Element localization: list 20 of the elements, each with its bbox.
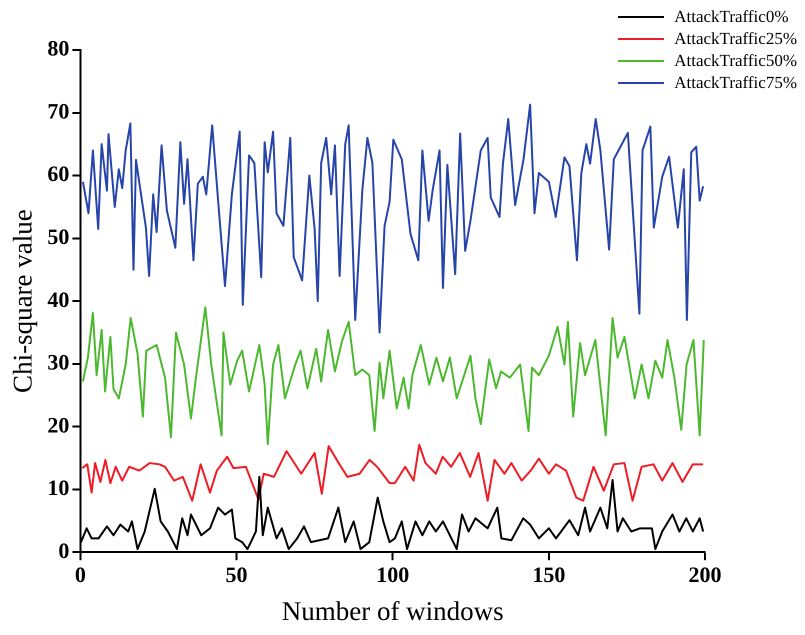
- legend-label: AttackTraffic50%: [674, 51, 797, 71]
- y-axis-title: Chi-square value: [7, 209, 38, 393]
- legend-label: AttackTraffic25%: [674, 29, 797, 49]
- y-tick-label: 0: [58, 538, 70, 563]
- y-tick-label: 40: [47, 286, 70, 312]
- x-tick-label: 150: [532, 562, 566, 588]
- x-tick-label: 200: [688, 562, 722, 588]
- y-tick-label: 80: [47, 36, 70, 61]
- y-tick-label: 70: [47, 98, 70, 124]
- legend-label: AttackTraffic75%: [674, 73, 797, 93]
- x-tick-label: 50: [226, 562, 248, 588]
- y-tick-label: 20: [47, 412, 70, 438]
- x-tick-label: 0: [74, 562, 86, 588]
- y-tick-label: 10: [47, 475, 70, 500]
- legend-label: AttackTraffic0%: [674, 7, 788, 27]
- y-tick-label: 60: [47, 161, 70, 186]
- y-tick-label: 30: [47, 350, 70, 375]
- x-axis-title: Number of windows: [282, 596, 504, 626]
- y-tick-label: 50: [47, 224, 70, 250]
- x-tick-label: 100: [376, 562, 410, 588]
